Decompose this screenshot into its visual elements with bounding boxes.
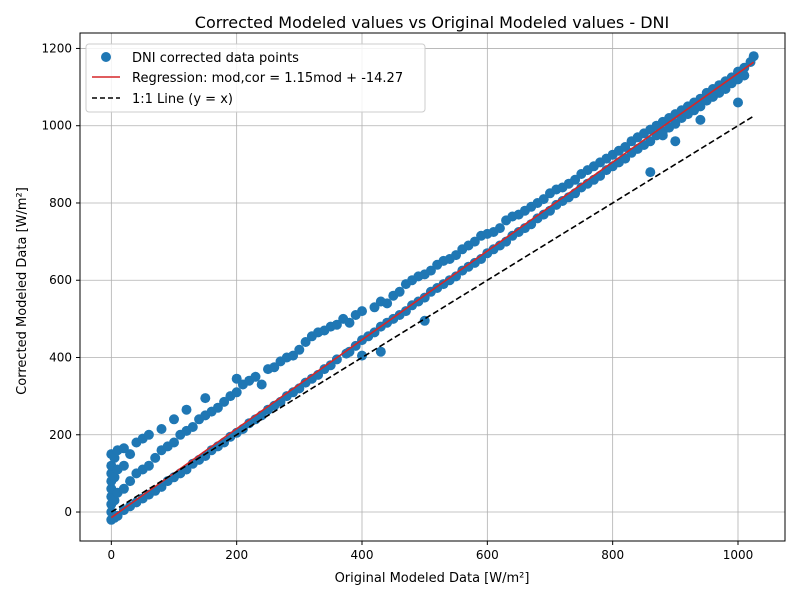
legend-label-points: DNI corrected data points [132, 51, 299, 66]
x-tick-label: 200 [225, 548, 248, 562]
data-point [425, 265, 436, 276]
regression-line [110, 61, 755, 519]
data-point [369, 302, 380, 313]
data-point [375, 346, 386, 357]
data-point [451, 250, 461, 261]
y-tick-label: 1000 [41, 119, 72, 133]
data-point [419, 315, 430, 326]
data-point [294, 344, 305, 355]
data-point [469, 236, 480, 247]
legend-label-identity: 1:1 Line (y = x) [132, 92, 233, 107]
fit-lines [110, 61, 755, 519]
data-point [620, 142, 631, 152]
y-axis-label: Corrected Modeled Data [W/m²] [15, 187, 30, 395]
data-point [357, 306, 367, 317]
data-point [394, 286, 405, 297]
data-point [451, 271, 461, 282]
data-point [256, 379, 267, 390]
x-tick-label: 800 [601, 548, 624, 562]
data-point [109, 495, 120, 506]
y-tick-label: 400 [49, 351, 72, 365]
x-axis-label: Original Modeled Data [W/m²] [335, 571, 530, 586]
legend-label-regression: Regression: mod,cor = 1.15mod + -14.27 [132, 71, 403, 86]
data-point [250, 371, 261, 382]
data-point [219, 396, 230, 407]
data-point [169, 437, 179, 448]
data-point [733, 97, 743, 108]
data-point [200, 393, 211, 404]
data-point [645, 167, 656, 178]
data-point [125, 476, 136, 487]
data-point [707, 91, 718, 102]
legend: DNI corrected data points Regression: mo… [85, 43, 426, 113]
data-point [143, 460, 154, 471]
data-point [143, 429, 154, 440]
data-point [156, 424, 167, 434]
legend-box [85, 43, 426, 113]
grid-lines [80, 33, 785, 541]
y-tick-label: 600 [49, 273, 72, 287]
data-point [344, 317, 355, 328]
data-point [169, 414, 179, 425]
data-point [118, 460, 129, 471]
y-tick-label: 0 [64, 505, 72, 519]
x-tick-label: 600 [476, 548, 499, 562]
chart-title: Corrected Modeled values vs Original Mod… [195, 13, 669, 32]
data-point [125, 449, 136, 460]
data-point [670, 136, 681, 147]
x-tick-label: 1000 [723, 548, 754, 562]
data-point [748, 51, 759, 62]
data-point [109, 472, 120, 483]
data-point [109, 452, 120, 463]
data-point [331, 319, 342, 330]
data-point [357, 350, 367, 361]
data-point [739, 70, 750, 81]
y-tick-label: 200 [49, 428, 72, 442]
y-tick-label: 800 [49, 196, 72, 210]
data-point [695, 114, 706, 125]
data-point [181, 404, 192, 415]
data-point [231, 387, 242, 398]
axis-ticks: 0 200 400 600 800 1000 0 200 400 600 800 1000 1200 [41, 41, 753, 562]
data-point [620, 153, 631, 164]
legend-marker-points [101, 52, 111, 62]
data-point [494, 223, 505, 234]
data-point [382, 298, 393, 309]
data-point [538, 194, 549, 205]
x-tick-label: 400 [351, 548, 374, 562]
data-point [187, 422, 198, 432]
data-point [657, 130, 668, 141]
data-point [112, 510, 123, 521]
data-point [150, 452, 161, 463]
data-point [118, 483, 129, 494]
data-point [331, 354, 342, 365]
data-point [695, 101, 706, 112]
x-tick-label: 0 [108, 548, 116, 562]
data-point [670, 118, 681, 129]
plot-frame [79, 32, 786, 542]
y-tick-label: 1200 [41, 41, 72, 55]
